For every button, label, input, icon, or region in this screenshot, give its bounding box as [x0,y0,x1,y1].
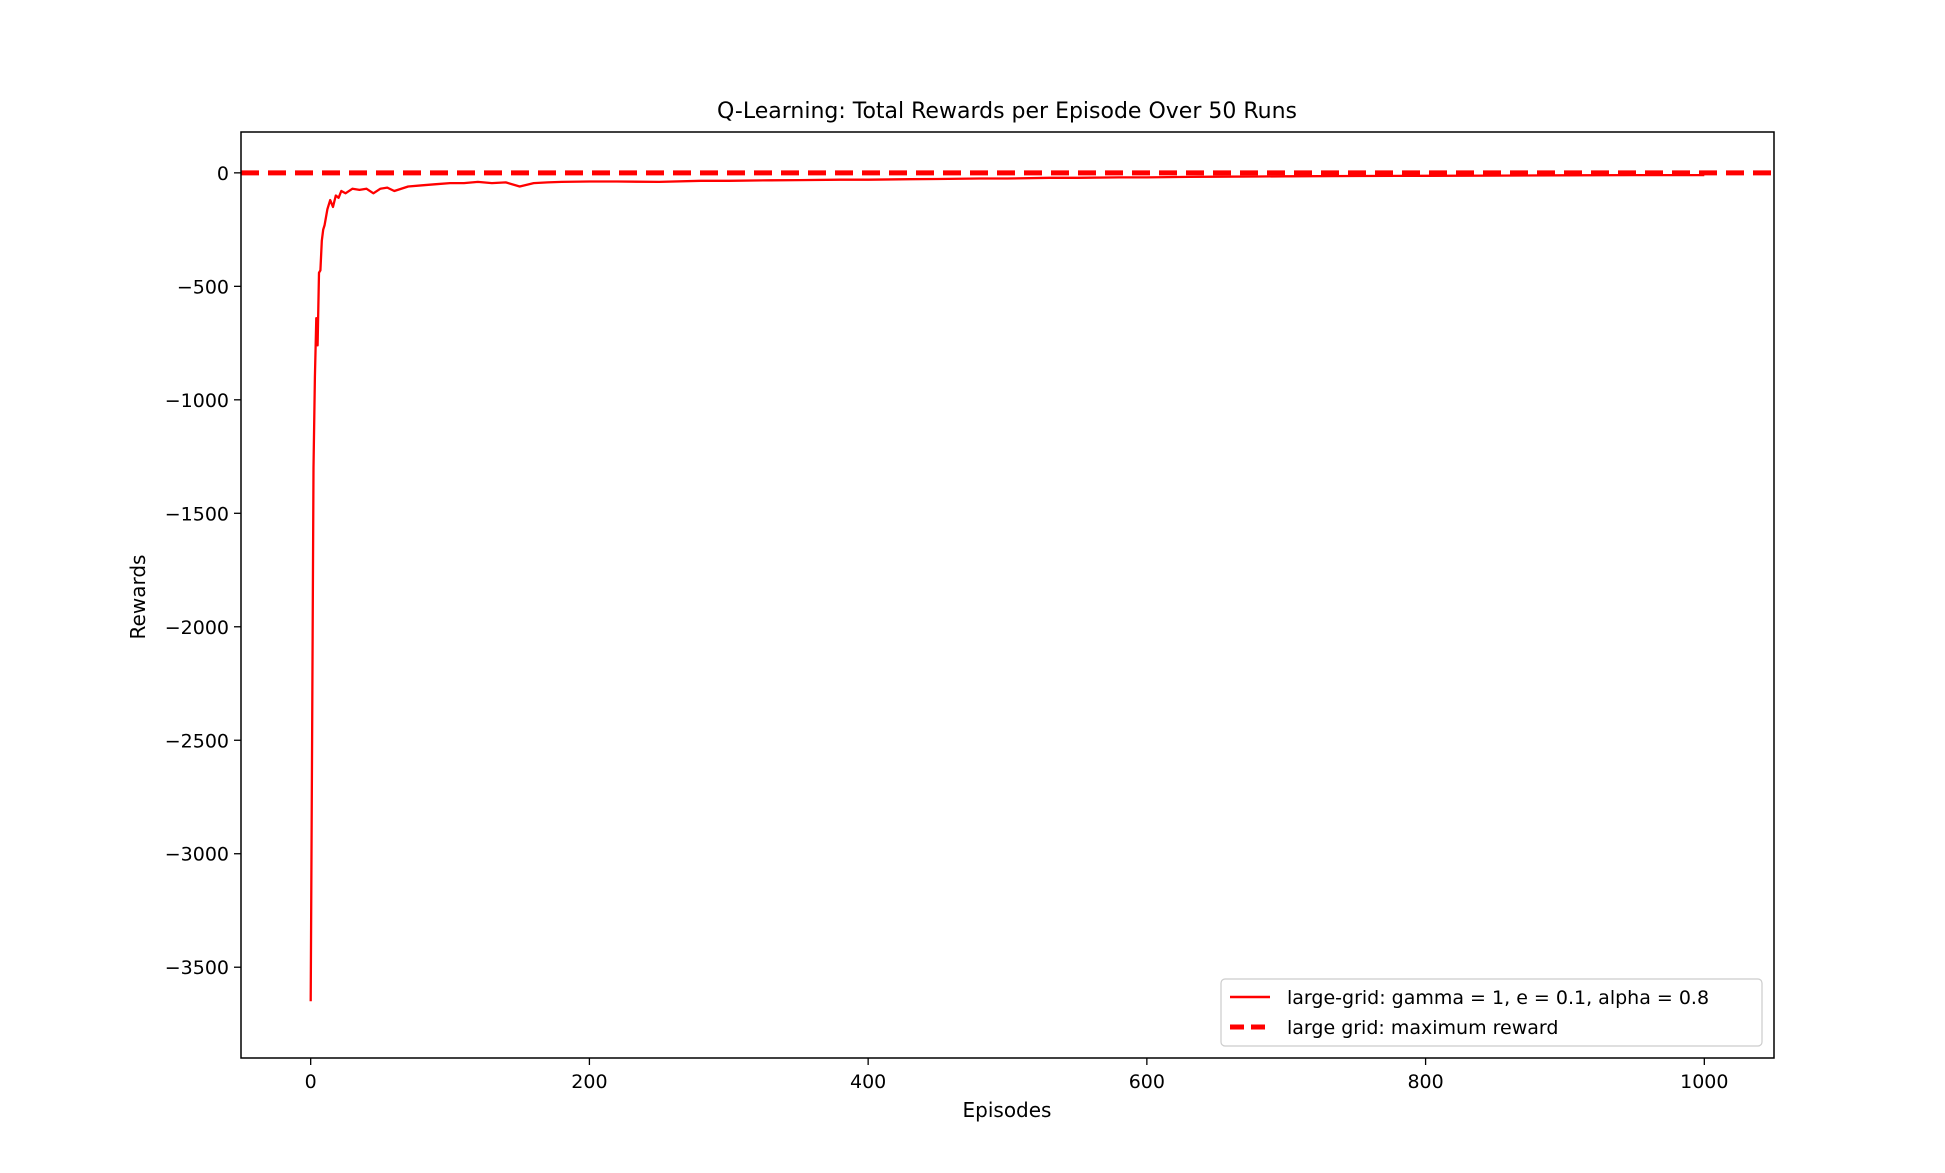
x-axis-label: Episodes [963,1098,1052,1122]
plot-area [241,170,1774,1002]
chart-title: Q-Learning: Total Rewards per Episode Ov… [717,99,1297,124]
y-axis: 0 −500 −1000 −1500 −2000 −2500 −3000 −3500 [165,163,241,979]
series-line-agent [309,173,1705,1002]
plot-frame [240,131,1775,1059]
x-tick-label: 0 [305,1071,317,1093]
y-tick-label: −2500 [165,730,229,752]
y-tick-label: 0 [217,163,229,185]
x-tick-label: 600 [1129,1071,1165,1093]
y-tick-label: −1000 [165,390,229,412]
x-axis: 0 200 400 600 800 1000 [305,1058,1728,1093]
y-tick-label: −500 [177,276,229,298]
legend: large-grid: gamma = 1, e = 0.1, alpha = … [1220,978,1763,1047]
x-tick-label: 1000 [1680,1071,1728,1093]
y-tick-label: −3000 [165,844,229,866]
legend-entry-max: large grid: maximum reward [1287,1017,1558,1039]
series-layer [241,170,1774,1002]
x-tick-label: 400 [850,1071,886,1093]
y-tick-label: −1500 [165,503,229,525]
legend-box [1220,978,1763,1047]
legend-entry-agent: large-grid: gamma = 1, e = 0.1, alpha = … [1287,987,1709,1009]
x-tick-label: 800 [1407,1071,1443,1093]
x-tick-label: 200 [571,1071,607,1093]
y-axis-label: Rewards [126,555,150,640]
y-tick-label: −3500 [165,957,229,979]
y-tick-label: −2000 [165,617,229,639]
